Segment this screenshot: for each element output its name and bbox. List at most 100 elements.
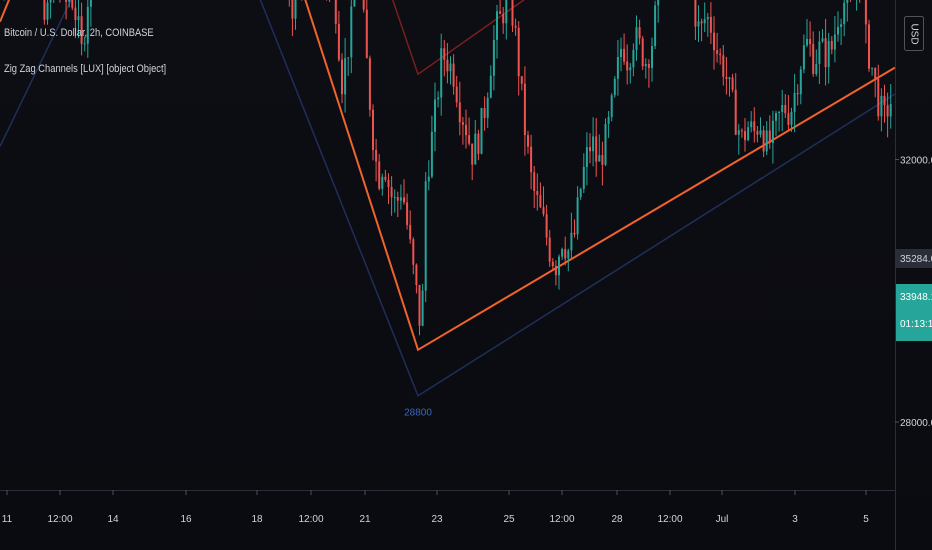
candle (725, 57, 728, 95)
pivot-labels: 4099028800 (404, 408, 432, 419)
candle (700, 18, 703, 42)
x-axis[interactable]: 11 12:00 14 16 18 12:00 21 23 25 12:00 28 12:00 Jul 3… (2, 490, 869, 525)
candle (644, 58, 647, 79)
candle (750, 111, 753, 133)
candle (505, 0, 508, 40)
candle (830, 36, 833, 55)
candle (288, 0, 290, 7)
candle (83, 36, 86, 52)
candle (806, 19, 808, 48)
candle (781, 89, 784, 132)
legend-symbol[interactable]: Bitcoin / U.S. Dollar, 2h, COINBASE (4, 27, 154, 39)
candle (341, 53, 343, 104)
candle (455, 75, 458, 108)
candle (856, 0, 858, 11)
candle (778, 110, 781, 132)
candle (880, 88, 883, 132)
candle (793, 74, 796, 133)
candle (638, 19, 641, 45)
candle (604, 118, 607, 167)
candle (889, 84, 892, 129)
candle (759, 117, 762, 138)
candle (480, 107, 483, 155)
candle (337, 10, 340, 62)
candle (474, 119, 477, 165)
y-tick-label: 32000.00 (900, 156, 932, 167)
candle (496, 4, 498, 59)
candle (523, 66, 526, 156)
candle (768, 115, 771, 149)
candle (657, 0, 660, 23)
candle (579, 187, 582, 200)
candle (703, 2, 706, 33)
candle (796, 84, 799, 106)
candle (49, 0, 52, 19)
candle (787, 95, 790, 130)
candle (818, 31, 821, 84)
price-labels: 35284.05 33948.12 01:13:19 (896, 249, 932, 341)
candle (713, 16, 715, 70)
candle (812, 31, 815, 77)
candle (530, 134, 533, 190)
candle (784, 94, 787, 118)
candle (551, 258, 554, 270)
candle (635, 15, 638, 61)
candle (815, 49, 818, 77)
x-tick-label: 5 (863, 514, 869, 525)
candle (846, 0, 849, 22)
candle (610, 93, 613, 122)
mid-channel-line (0, 0, 895, 352)
candle (403, 179, 405, 205)
candle (542, 186, 545, 217)
candle (734, 73, 737, 136)
candle (396, 191, 399, 218)
candle (294, 0, 297, 30)
candle (654, 0, 657, 50)
candle (647, 59, 650, 88)
candle (430, 115, 433, 179)
last-price-text: 33948.12 (900, 292, 932, 303)
candle (387, 173, 390, 205)
candle (291, 0, 294, 37)
candle (409, 210, 412, 244)
candle (443, 40, 446, 77)
candle (871, 67, 874, 76)
candle (747, 121, 750, 142)
candle (744, 118, 746, 152)
candle (43, 0, 46, 25)
candle (632, 43, 635, 77)
x-tick-label: 21 (359, 514, 371, 525)
currency-button[interactable]: USD (904, 16, 924, 51)
candle (334, 0, 337, 34)
candlestick-series (3, 0, 892, 336)
x-tick-label: 12:00 (47, 514, 72, 525)
candle (499, 0, 502, 15)
candle (89, 0, 92, 27)
candle (765, 121, 768, 156)
candle (626, 44, 629, 85)
candle (859, 0, 861, 3)
candle (418, 284, 421, 336)
candle (762, 125, 765, 158)
candle (740, 128, 743, 138)
candle (539, 182, 542, 209)
candle (46, 0, 49, 25)
candle (520, 76, 523, 91)
candle (502, 7, 505, 34)
x-tick-label: 14 (107, 514, 119, 525)
candle (347, 57, 350, 76)
candle (616, 40, 619, 96)
candle (452, 54, 455, 95)
candle (483, 96, 486, 131)
candle (517, 21, 520, 96)
candle (598, 134, 601, 162)
candle (756, 126, 759, 143)
candle (567, 248, 570, 272)
candle (554, 260, 557, 286)
candle (843, 0, 846, 37)
legend-indicator[interactable]: Zig Zag Channels [LUX] [object Object] (4, 63, 167, 75)
candle (446, 43, 449, 84)
candle (486, 92, 489, 128)
